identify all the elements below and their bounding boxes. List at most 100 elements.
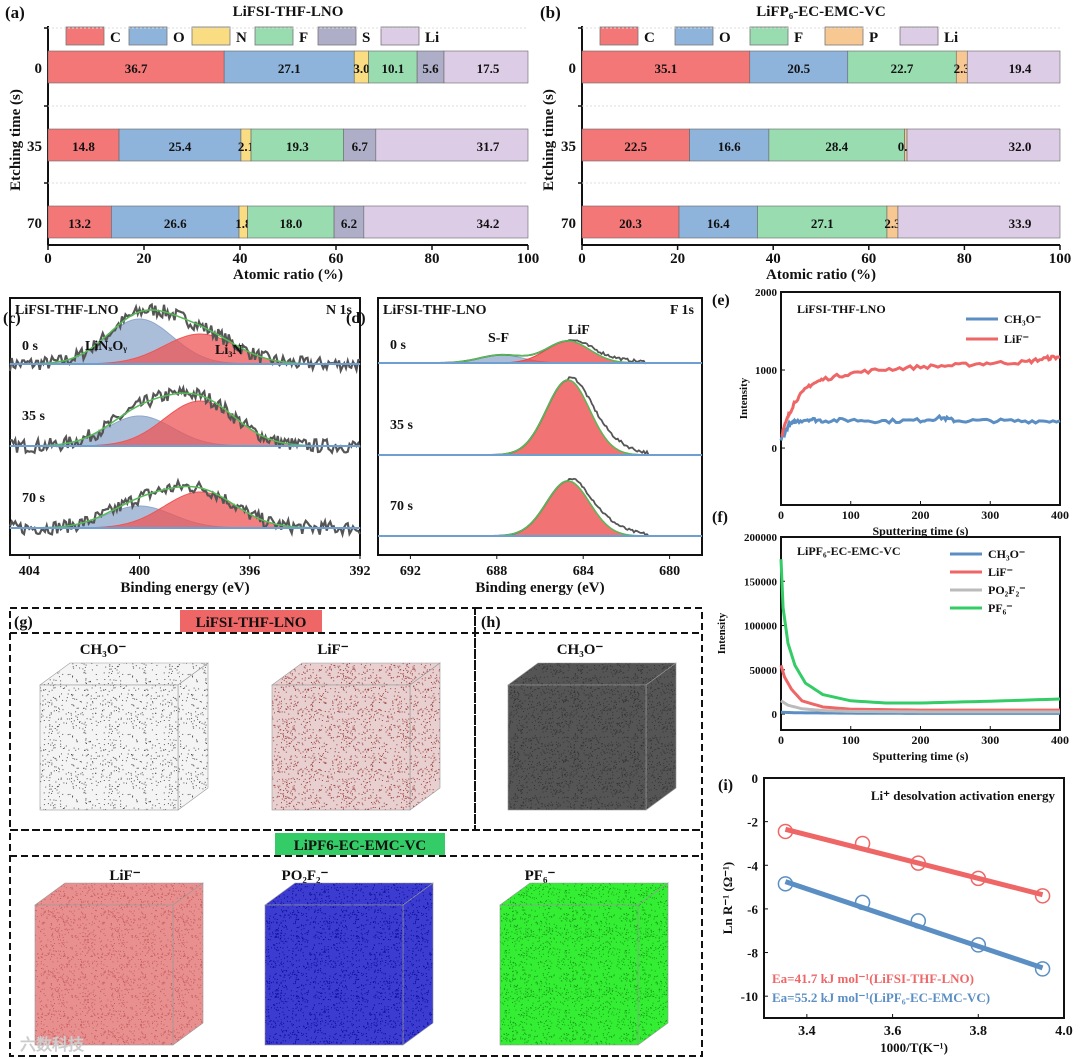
- bar-segment-C: [581, 50, 751, 84]
- x-tick-label: 200: [912, 733, 930, 747]
- x-tick-label: 20: [137, 251, 152, 267]
- legend-swatch-Li: [380, 26, 420, 46]
- plot-frame: [763, 777, 1065, 1019]
- data-label: 6.7: [352, 139, 369, 154]
- panel-f: (f)LiPF₆-EC-EMC-VC0500001000001500002000…: [712, 509, 1069, 763]
- bar-segment-F: [250, 128, 344, 162]
- x-tick-label: 100: [517, 251, 540, 267]
- watermark: 六数科技: [20, 1035, 85, 1054]
- panel-g-h: (g) (h) LiFSI-THF-LNO LiPF6-EC-EMC-VC CH₃O⁻ L…: [9, 607, 703, 1057]
- data-point: [1034, 961, 1051, 977]
- bar-segment-O: [689, 128, 770, 162]
- data-label: 2.3: [954, 61, 971, 76]
- y-tick-label: -6: [747, 902, 758, 917]
- y-axis-label: Etching time (s): [8, 89, 24, 191]
- legend-swatch-S: [317, 26, 357, 46]
- y-tick-label: -4: [747, 858, 758, 873]
- legend-label: CH₃O⁻: [988, 547, 1025, 561]
- x-axis-label: Sputtering time (s): [873, 749, 969, 763]
- x-axis-label: Binding energy (eV): [475, 580, 604, 596]
- data-label: 33.9: [1009, 216, 1032, 231]
- panel-d: LiFSI-THF-LNO F 1s 0 s 35 s 70 s S-F LiF 692 688…: [377, 297, 703, 596]
- time-label: 70 s: [390, 499, 414, 514]
- time-label: 0 s: [390, 338, 407, 353]
- time-label: 35 s: [22, 409, 46, 424]
- tof-cube-0: [39, 662, 209, 811]
- legend-label: C: [644, 30, 655, 46]
- legend-label: PO₂F₂⁻: [988, 583, 1026, 597]
- cube-front: [499, 904, 639, 1046]
- y-axis-label: Intensity: [716, 612, 728, 654]
- legend-label: LiF⁻: [988, 565, 1013, 579]
- cube-side: [172, 882, 204, 1046]
- y-tick-label: 0: [752, 771, 759, 786]
- panel-label: (f): [712, 509, 728, 526]
- x-axis-label: Sputtering time (s): [873, 524, 969, 538]
- bar-segment-O: [118, 128, 242, 162]
- bar-segment-C: [47, 50, 225, 84]
- data-label: 13.2: [68, 216, 91, 231]
- plot-frame: [377, 297, 703, 556]
- cube-label: LiF⁻: [317, 642, 348, 658]
- panel-label: (g): [14, 614, 33, 631]
- x-tick-label: 0: [778, 733, 784, 747]
- y-tick-label: 70: [27, 216, 42, 232]
- bar-segment-S: [416, 50, 445, 84]
- data-label: 17.5: [477, 61, 500, 76]
- data-label: 2.3: [884, 216, 901, 231]
- x-tick-label: 400: [1051, 508, 1069, 522]
- y-axis-label: Etching time (s): [541, 89, 557, 191]
- bar-segment-Li: [363, 205, 529, 239]
- bar-segment-C: [47, 205, 112, 239]
- x-tick-label: 300: [981, 508, 999, 522]
- bar-segment-O: [749, 50, 849, 84]
- legend-label: S: [362, 30, 370, 46]
- x-axis-label: 1000/T(K⁻¹): [880, 1040, 948, 1055]
- time-label: 35 s: [390, 418, 414, 433]
- y-tick-label: 50000: [750, 665, 778, 677]
- tof-cube-3: [34, 882, 204, 1046]
- plot-frame: [9, 297, 361, 556]
- data-point: [854, 835, 871, 852]
- x-tick-label: 20: [670, 251, 685, 267]
- panel-label: (e): [712, 292, 730, 309]
- fitted-peak-1: [378, 379, 702, 456]
- bar-segment-F: [847, 50, 957, 84]
- panel-label: (c): [3, 310, 21, 327]
- legend-swatch-F: [749, 26, 789, 46]
- data-label: 25.4: [169, 139, 192, 154]
- equation-label: Ea=41.7 kJ mol⁻¹(LiFSI-THF-LNO): [772, 971, 974, 986]
- group-label: LiPF6-EC-EMC-VC: [294, 838, 426, 854]
- bar-segment-O: [223, 50, 355, 84]
- chart-title: LiFSI-THF-LNO: [797, 302, 886, 316]
- legend-label: LiF⁻: [1004, 332, 1029, 346]
- data-label: 20.3: [619, 216, 642, 231]
- bar-segment-S: [333, 205, 365, 239]
- legend-swatch-N: [191, 26, 231, 46]
- y-tick-label: 0: [772, 443, 778, 455]
- chart-title: Li⁺ desolvation activation energy: [871, 788, 1056, 803]
- data-label: 34.2: [477, 216, 500, 231]
- panel-i: (i) Li⁺ desolvation activation energy 0 -2 -…: [718, 771, 1073, 1055]
- legend-label: O: [719, 30, 731, 46]
- x-tick-label: 60: [329, 251, 344, 267]
- y-tick-label: 35: [561, 139, 576, 155]
- fitted-peak-1: [378, 480, 702, 537]
- series-line-0: [780, 710, 1060, 715]
- legend-label: N: [236, 30, 247, 46]
- cube-side: [402, 882, 434, 1046]
- group-label-bg: [180, 610, 322, 632]
- fit-line: [784, 826, 1044, 898]
- time-label: 70 s: [22, 491, 46, 506]
- fitted-peak-1: [10, 400, 361, 447]
- legend-label: O: [173, 30, 185, 46]
- x-tick-label: 0: [578, 251, 586, 267]
- bar-segment-O: [111, 205, 240, 239]
- legend-label: Li: [944, 30, 958, 46]
- cube-side: [177, 662, 209, 811]
- x-tick-label: 400: [1051, 733, 1069, 747]
- x-tick-label: 0: [44, 251, 52, 267]
- data-label: 26.6: [164, 216, 187, 231]
- x-tick-label: 40: [233, 251, 248, 267]
